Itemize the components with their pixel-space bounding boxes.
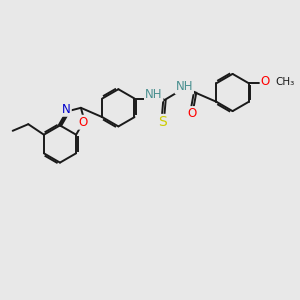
Text: N: N	[62, 103, 71, 116]
Text: S: S	[159, 115, 167, 129]
Text: CH₃: CH₃	[276, 77, 295, 87]
Text: O: O	[78, 116, 87, 129]
Text: NH: NH	[145, 88, 162, 100]
Text: NH: NH	[176, 80, 193, 93]
Text: O: O	[188, 107, 197, 120]
Text: O: O	[261, 75, 270, 88]
